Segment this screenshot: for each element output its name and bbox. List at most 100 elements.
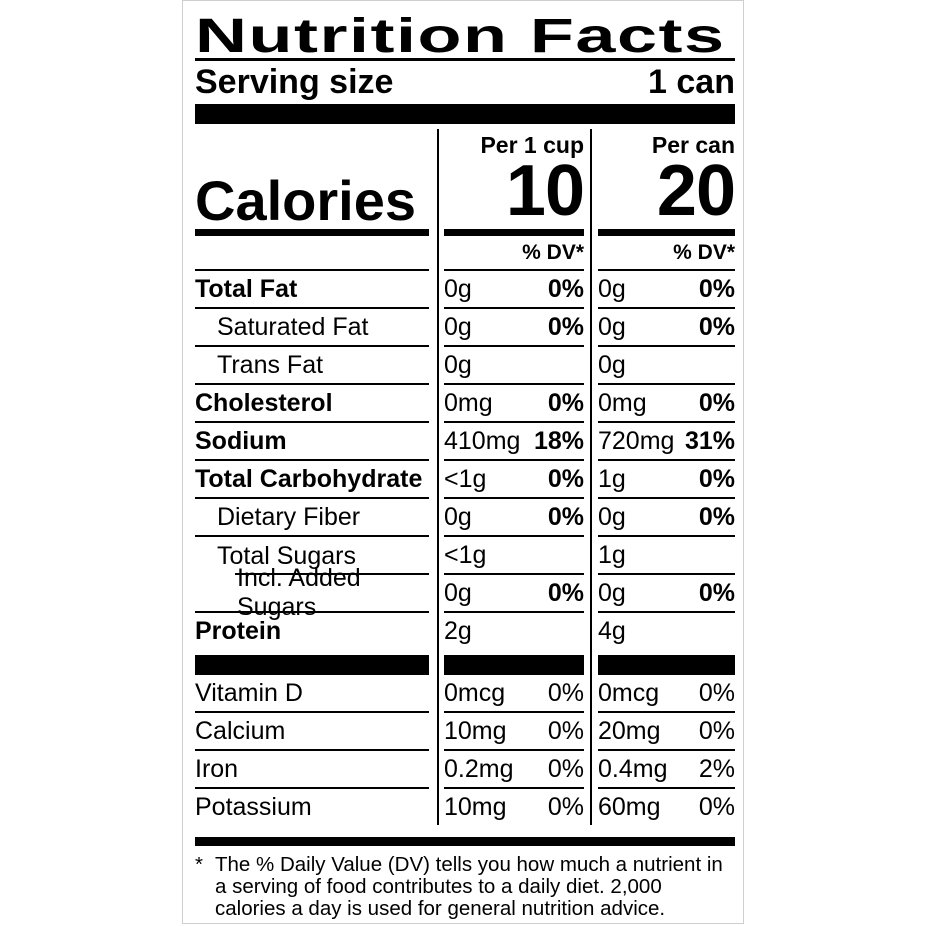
nutrient-name: Iron xyxy=(195,751,429,789)
nutrient-name: Total Carbohydrate xyxy=(195,461,429,499)
separator-segment xyxy=(195,655,429,675)
separator-segment xyxy=(444,655,584,675)
per-can-amount: 720mg xyxy=(598,426,675,455)
nutrient-name: Trans Fat xyxy=(195,347,429,385)
per-can-cell: 0g xyxy=(598,347,735,385)
dv-footnote: * The % Daily Value (DV) tells you how m… xyxy=(195,854,735,920)
per-can-dv: 0% xyxy=(698,716,735,745)
per-can-dv: 0% xyxy=(698,678,735,707)
per-cup-dv: 0% xyxy=(547,754,584,783)
per-cup-amount: 0g xyxy=(444,274,472,303)
nutrient-row-saturated-fat: Saturated Fat 0g 0% 0g 0% xyxy=(195,309,735,347)
per-cup-cell: 10mg 0% xyxy=(444,789,584,825)
nutrient-name: Cholesterol xyxy=(195,385,429,423)
per-can-cell: 0mcg 0% xyxy=(598,675,735,713)
nutrient-row-trans-fat: Trans Fat 0g 0g xyxy=(195,347,735,385)
per-can-dv: 0% xyxy=(698,388,735,417)
per-can-cell: 0g 0% xyxy=(598,309,735,347)
per-cup-amount: 0mcg xyxy=(444,678,506,707)
per-cup-amount: 10mg xyxy=(444,716,507,745)
serving-size-label: Serving size xyxy=(195,63,394,101)
footnote-separator-bar xyxy=(195,837,735,846)
per-can-amount: 0g xyxy=(598,350,626,379)
per-cup-amount: 0g xyxy=(444,502,472,531)
nutrient-name: Protein xyxy=(195,616,282,645)
footnote-asterisk: * xyxy=(195,853,203,876)
nutrient-row-sodium: Sodium 410mg 18% 720mg 31% xyxy=(195,423,735,461)
nutrient-name: Total Sugars xyxy=(195,537,429,575)
separator-segment xyxy=(598,655,735,675)
per-can-amount: 1g xyxy=(598,464,626,493)
nutrition-facts-label: Nutrition Facts Serving size 1 can Calor… xyxy=(182,0,744,924)
per-can-cell: 0g 0% xyxy=(598,575,735,613)
per-can-amount: 0mg xyxy=(598,388,647,417)
dv-header-per-cup: % DV* xyxy=(444,236,584,271)
nutrient-name: Saturated Fat xyxy=(195,309,429,347)
per-can-cell: 60mg 0% xyxy=(598,789,735,825)
per-can-amount: 4g xyxy=(598,616,626,645)
calories-per-cup-cell: Per 1 cup 10 xyxy=(444,129,585,236)
per-cup-cell: <1g 0% xyxy=(444,461,584,499)
nutrient-row-vitamin-d: Vitamin D 0mcg 0% 0mcg 0% xyxy=(195,675,735,713)
calories-label: Calories xyxy=(195,129,429,236)
per-can-dv: 0% xyxy=(698,792,735,821)
per-can-cell: 4g xyxy=(598,613,735,649)
per-cup-dv: 0% xyxy=(547,502,584,531)
per-can-amount: 0g xyxy=(598,274,626,303)
nutrient-name: Vitamin D xyxy=(195,675,429,713)
per-cup-cell: 0mg 0% xyxy=(444,385,584,423)
nutrient-name: Calcium xyxy=(195,713,429,751)
per-can-amount: 20mg xyxy=(598,716,661,745)
per-cup-amount: 410mg xyxy=(444,426,521,455)
per-can-dv: 0% xyxy=(698,578,735,607)
per-cup-cell: 0g 0% xyxy=(444,575,584,613)
calories-value-per-cup: 10 xyxy=(505,151,585,231)
nutrient-row-potassium: Potassium 10mg 0% 60mg 0% xyxy=(195,789,735,825)
per-can-cell: 0.4mg 2% xyxy=(598,751,735,789)
column-divider-1 xyxy=(437,129,439,825)
per-cup-amount: 0mg xyxy=(444,388,493,417)
calories-section: Calories Per 1 cup 10 Per can 20 xyxy=(195,129,736,236)
per-cup-dv: 18% xyxy=(533,426,584,455)
nutrient-row-added-sugars: Incl. Added Sugars 0g 0% 0g 0% xyxy=(195,564,735,621)
per-cup-dv: 0% xyxy=(547,792,584,821)
nutrient-name: Dietary Fiber xyxy=(195,499,429,537)
per-can-cell: 720mg 31% xyxy=(598,423,735,461)
serving-size-row: Serving size 1 can xyxy=(195,61,735,104)
calories-per-can-cell: Per can 20 xyxy=(598,129,736,236)
per-cup-cell: 0g xyxy=(444,347,584,385)
per-cup-dv: 0% xyxy=(547,678,584,707)
per-cup-cell: 0g 0% xyxy=(444,271,584,309)
per-can-dv: 0% xyxy=(698,274,735,303)
per-can-amount: 0g xyxy=(598,312,626,341)
per-can-cell: 20mg 0% xyxy=(598,713,735,751)
nutrition-table: Calories Per 1 cup 10 Per can 20 % DV* %… xyxy=(195,129,736,825)
per-cup-amount: 10mg xyxy=(444,792,507,821)
per-can-amount: 0g xyxy=(598,502,626,531)
nutrient-row-cholesterol: Cholesterol 0mg 0% 0mg 0% xyxy=(195,385,735,423)
dv-header-spacer xyxy=(195,236,429,271)
per-cup-amount: 0g xyxy=(444,350,472,379)
nutrient-row-dietary-fiber: Dietary Fiber 0g 0% 0g 0% xyxy=(195,499,735,537)
per-cup-dv: 0% xyxy=(547,716,584,745)
calories-value-per-can: 20 xyxy=(656,151,736,231)
nutrient-name: Total Fat xyxy=(195,271,429,309)
serving-size-value: 1 can xyxy=(648,63,735,101)
per-can-dv: 31% xyxy=(684,426,735,455)
per-can-amount: 0mcg xyxy=(598,678,660,707)
per-can-dv: 2% xyxy=(698,754,735,783)
per-cup-amount: <1g xyxy=(444,540,487,569)
per-cup-amount: 2g xyxy=(444,616,472,645)
label-title: Nutrition Facts xyxy=(195,10,726,63)
per-can-cell: 1g xyxy=(598,537,735,575)
per-cup-amount: 0g xyxy=(444,578,472,607)
per-can-dv: 0% xyxy=(698,464,735,493)
per-can-amount: 1g xyxy=(598,540,626,569)
column-header-per-cup: Per 1 cup xyxy=(480,132,584,158)
nutrient-name: Sodium xyxy=(195,423,429,461)
thick-separator-bar xyxy=(195,104,735,124)
per-cup-dv: 0% xyxy=(547,388,584,417)
nutrient-name: Incl. Added Sugars xyxy=(195,564,429,621)
nutrient-name: Potassium xyxy=(195,792,312,821)
